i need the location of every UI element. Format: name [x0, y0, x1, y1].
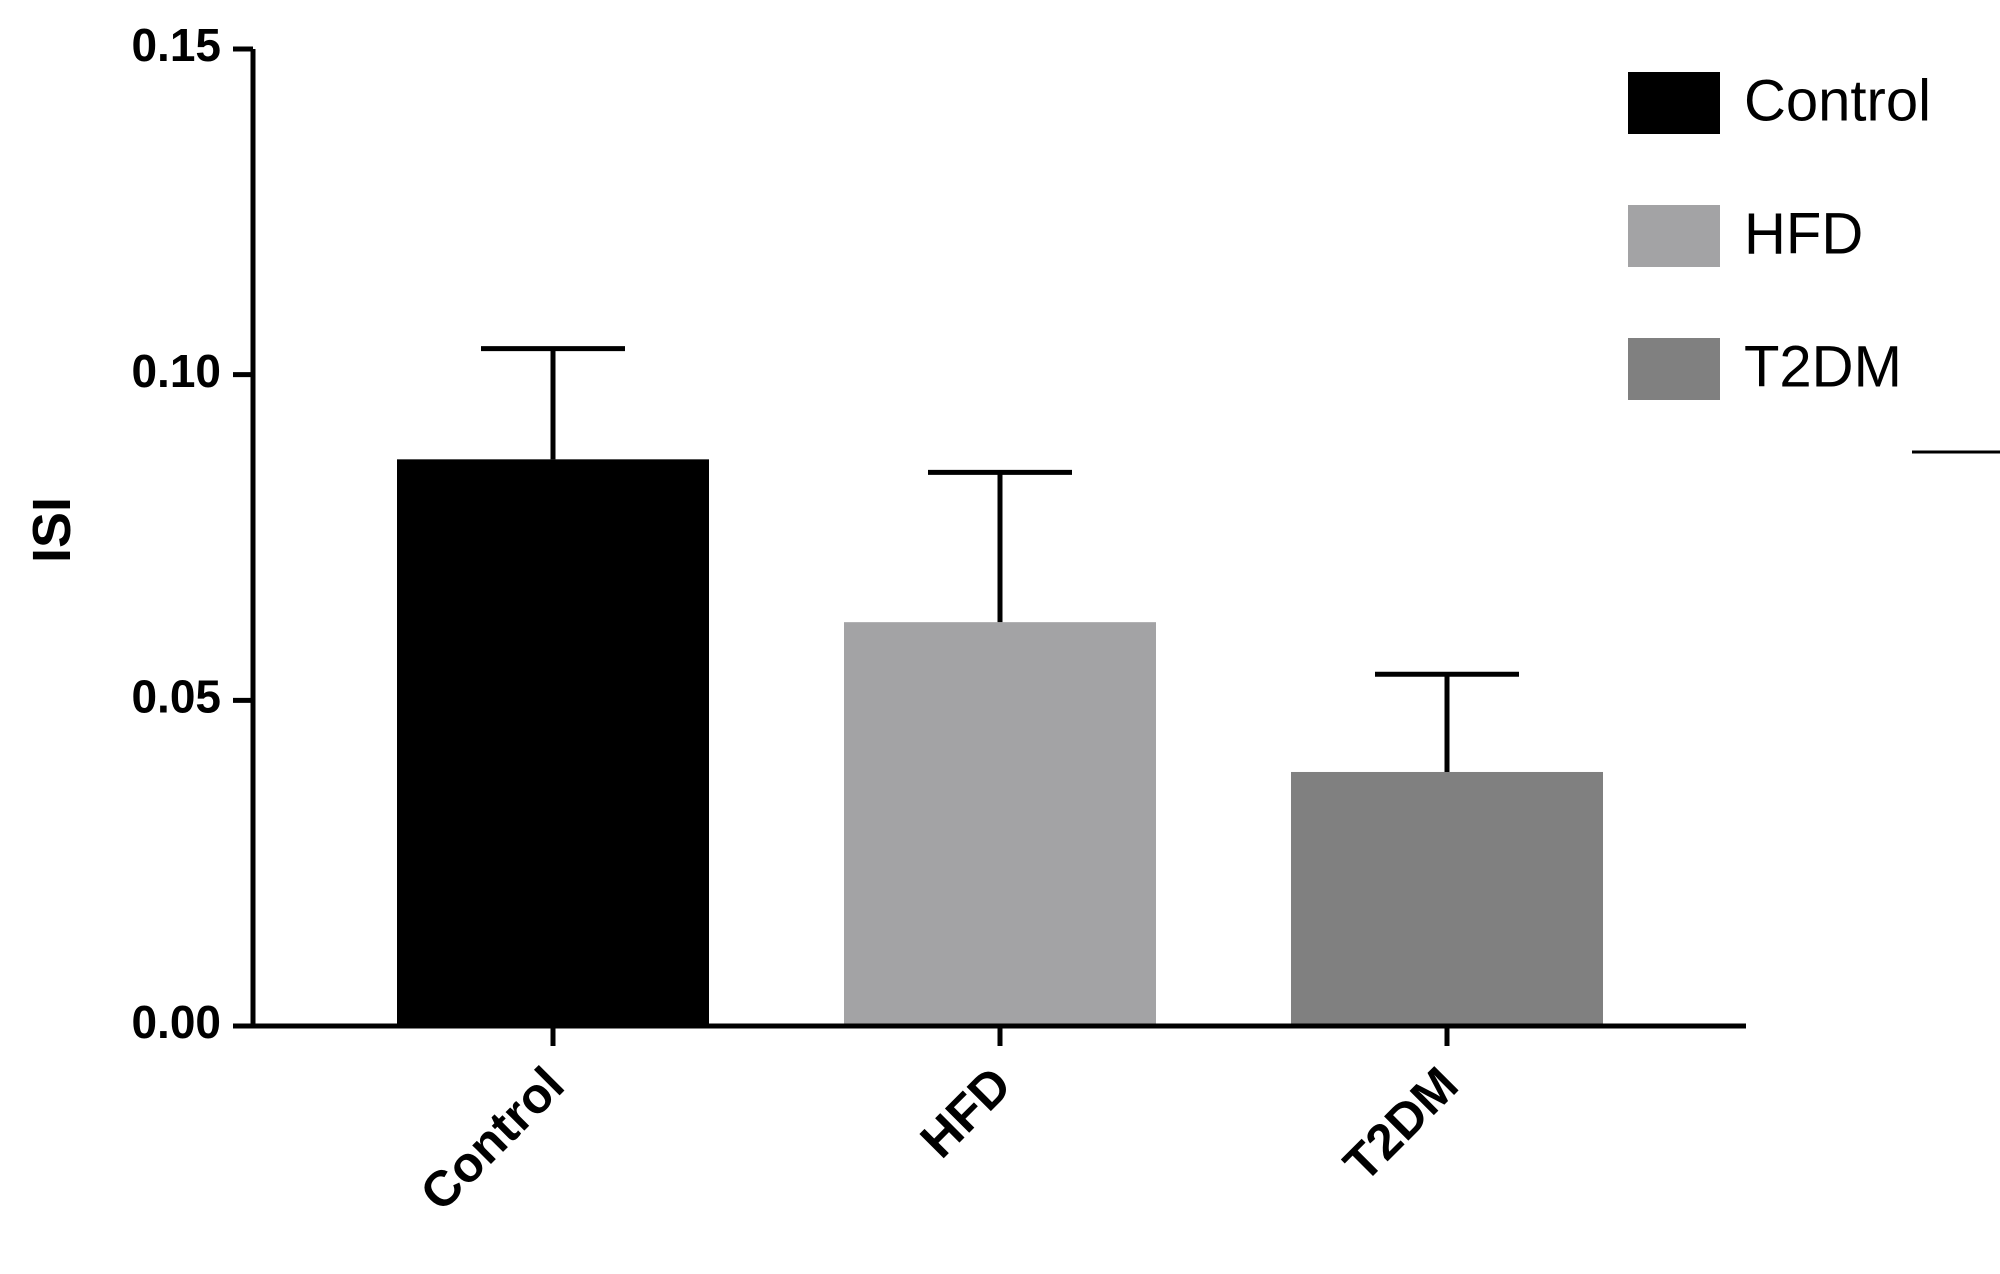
y-tick-label: 0.15: [131, 19, 221, 71]
legend-swatch-control: [1628, 72, 1720, 134]
legend-swatch-hfd: [1628, 205, 1720, 267]
ticks-layer: [233, 46, 1450, 1046]
bar-hfd: [844, 622, 1156, 1026]
legend-label-hfd: HFD: [1744, 201, 1863, 266]
legend-label-t2dm: T2DM: [1744, 334, 1902, 399]
x-tick-label-t2dm: T2DM: [1333, 1056, 1469, 1192]
y-tick-label: 0.10: [131, 345, 221, 397]
y-axis-title: ISI: [22, 497, 82, 563]
error-bars-layer: [481, 346, 1519, 772]
labels-layer: ISI Control HFD T2DM 0.00 0.05 0.10 0.15: [22, 19, 1469, 1221]
y-tick-label: 0.00: [131, 996, 221, 1048]
x-tick-label-hfd: HFD: [910, 1056, 1022, 1168]
bar-t2dm: [1291, 771, 1603, 1026]
bars-layer: [397, 459, 1603, 1027]
bar-control: [397, 459, 709, 1027]
y-tick-label: 0.05: [131, 670, 221, 722]
legend-label-control: Control: [1744, 68, 1931, 133]
legend: Control HFD T2DM: [1628, 68, 1931, 400]
x-tick-label-control: Control: [410, 1056, 575, 1221]
legend-swatch-t2dm: [1628, 338, 1720, 400]
